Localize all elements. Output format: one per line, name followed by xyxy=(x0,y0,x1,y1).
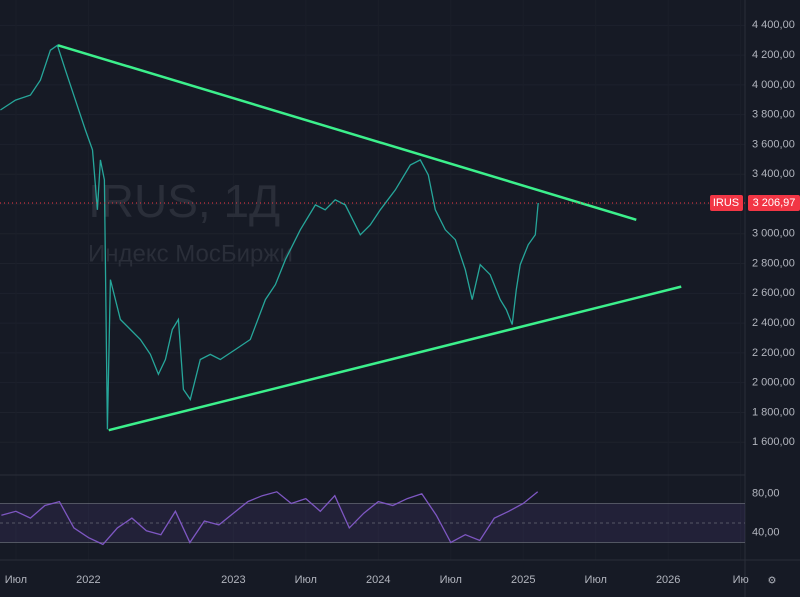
trend-line xyxy=(108,285,682,432)
rsi-tick-label: 80,00 xyxy=(752,488,780,500)
y-tick-label: 2 400,00 xyxy=(752,317,795,329)
y-tick-label: 1 800,00 xyxy=(752,406,795,418)
price-label: 3 206,97 xyxy=(753,197,796,209)
y-tick-label: 2 600,00 xyxy=(752,287,795,299)
settings-icon[interactable]: ⚙ xyxy=(768,576,777,587)
symbol-box xyxy=(710,194,743,211)
symbol-label: IRUS xyxy=(713,197,739,209)
y-tick-label: 3 800,00 xyxy=(752,109,795,121)
x-tick-label: 2026 xyxy=(656,574,680,586)
y-tick-label: 1 600,00 xyxy=(752,436,795,448)
y-tick-label: 2 800,00 xyxy=(752,257,795,269)
x-tick-label: 2023 xyxy=(221,574,245,586)
x-tick-label: Июл xyxy=(440,574,462,586)
y-tick-label: 4 200,00 xyxy=(752,49,795,61)
grid xyxy=(0,0,745,560)
price-line xyxy=(1,491,539,546)
y-tick-label: 2 200,00 xyxy=(752,347,795,359)
y-tick-label: 3 000,00 xyxy=(752,228,795,240)
y-tick-label: 4 000,00 xyxy=(752,79,795,91)
x-tick-label: 2022 xyxy=(76,574,100,586)
x-tick-label: Июл xyxy=(295,574,317,586)
trend-line xyxy=(57,44,637,221)
rsi-tick-label: 40,00 xyxy=(752,527,780,539)
watermark-title: IRUS, 1Д xyxy=(88,175,280,227)
watermark-subtitle: Индекс МосБиржи xyxy=(88,240,293,267)
price-line xyxy=(0,44,539,430)
x-tick-label: Ию xyxy=(733,574,749,586)
y-tick-label: 3 400,00 xyxy=(752,168,795,180)
y-tick-label: 4 400,00 xyxy=(752,19,795,31)
x-tick-label: 2025 xyxy=(511,574,535,586)
x-tick-label: Июл xyxy=(5,574,27,586)
price-box xyxy=(748,194,800,211)
y-tick-label: 3 600,00 xyxy=(752,138,795,150)
x-tick-label: Июл xyxy=(585,574,607,586)
x-tick-label: 2024 xyxy=(366,574,390,586)
y-tick-label: 2 000,00 xyxy=(752,377,795,389)
